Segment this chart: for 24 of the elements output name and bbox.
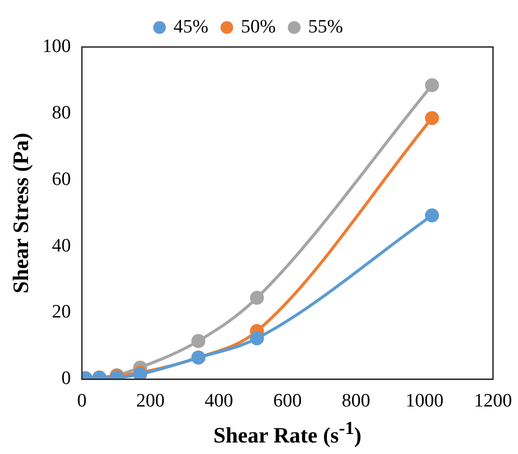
point — [250, 331, 264, 346]
x-tick-label: 0 — [77, 390, 87, 412]
x-tick-label: 1000 — [405, 390, 444, 412]
point — [250, 290, 264, 305]
x-tick-label: 600 — [273, 390, 302, 412]
point — [425, 111, 440, 126]
point — [425, 78, 440, 92]
x-axis-title: Shear Rate (s$^{-1}$) — [213, 418, 362, 448]
x-tick-label: 200 — [136, 390, 165, 412]
legend-label: 55% — [308, 16, 344, 38]
y-axis-title: Shear Stress (Pa) — [8, 132, 33, 294]
y-tick-label: 60 — [52, 168, 71, 190]
y-tick-label: 0 — [61, 368, 71, 390]
x-tick-label: 800 — [342, 390, 370, 412]
x-tick-label: 400 — [204, 390, 234, 412]
y-tick-label: 40 — [52, 235, 71, 256]
point — [191, 334, 206, 348]
legend-label: 45% — [174, 16, 209, 38]
x-tick-label: 1200 — [474, 390, 512, 412]
y-tick-label: 100 — [42, 36, 71, 57]
point — [425, 208, 440, 222]
y-tick-label: 80 — [52, 102, 71, 124]
y-tick-label: 20 — [52, 302, 71, 323]
legend-label: 50% — [240, 16, 276, 38]
